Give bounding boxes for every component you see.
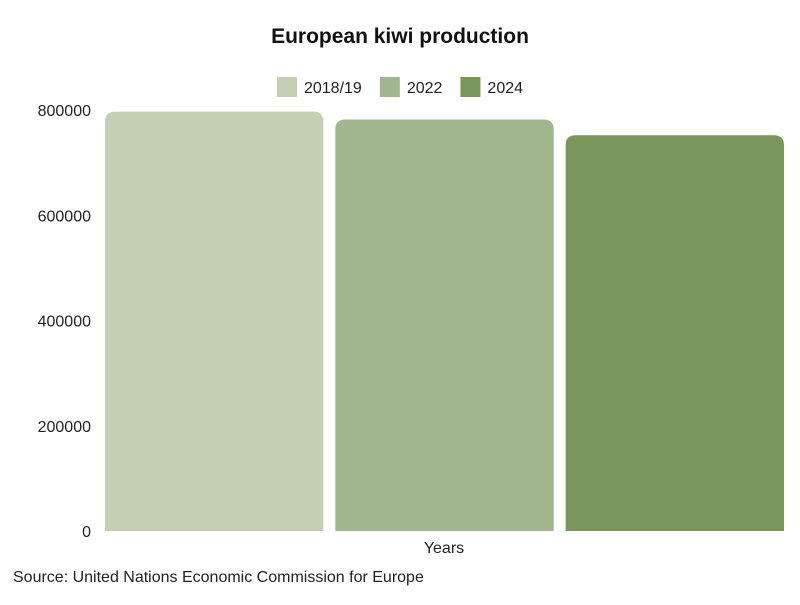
- y-tick-label: 200000: [38, 419, 91, 436]
- bar-2022: [335, 119, 554, 531]
- source-note: Source: United Nations Economic Commissi…: [13, 569, 424, 586]
- x-axis-label: Years: [424, 540, 464, 557]
- legend-swatch: [460, 77, 481, 97]
- chart-title: European kiwi production: [271, 25, 529, 48]
- bar-2018-19: [105, 111, 324, 532]
- y-axis: 0 200000 400000 600000 800000: [38, 103, 91, 541]
- bars: [105, 111, 784, 532]
- legend-swatch: [276, 77, 297, 97]
- legend: 2018/19 2022 2024: [276, 77, 523, 97]
- bar-2024: [565, 135, 784, 531]
- legend-swatch: [379, 77, 400, 97]
- legend-label: 2018/19: [304, 80, 362, 97]
- legend-label: 2022: [407, 80, 443, 97]
- y-tick-label: 600000: [38, 208, 91, 225]
- y-tick-label: 800000: [38, 103, 91, 120]
- y-tick-label: 400000: [38, 314, 91, 331]
- y-tick-label: 0: [82, 524, 91, 541]
- legend-label: 2024: [487, 80, 523, 97]
